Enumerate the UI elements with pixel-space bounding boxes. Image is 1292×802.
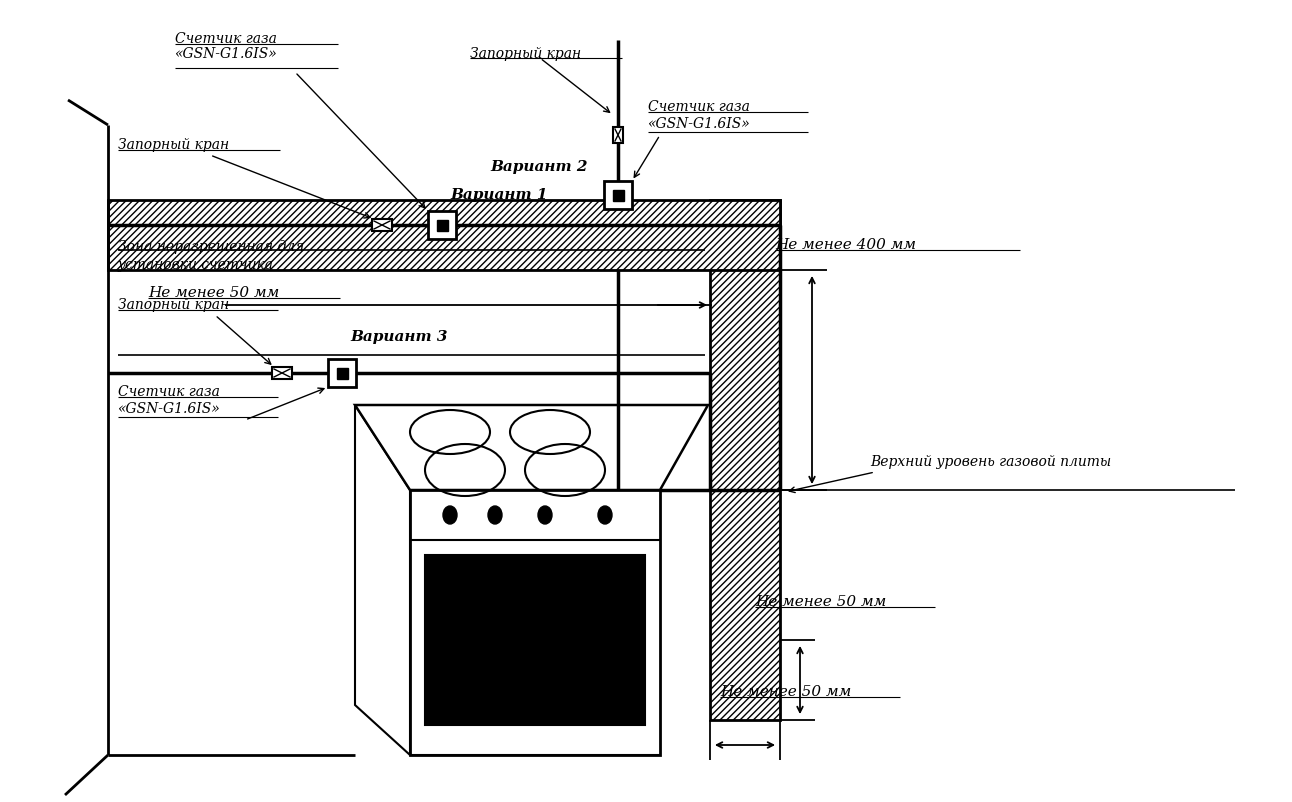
Bar [711, 200, 780, 720]
Bar [437, 220, 448, 231]
Bar [273, 367, 292, 379]
Bar [428, 211, 456, 239]
Text: Вариант 3: Вариант 3 [350, 330, 447, 344]
Polygon shape [355, 405, 410, 755]
Text: Верхний уровень газовой плиты: Верхний уровень газовой плиты [870, 455, 1111, 469]
Text: «GSN-G1.6IS»: «GSN-G1.6IS» [174, 47, 278, 61]
Text: Зона неразрешенная для: Зона неразрешенная для [118, 240, 305, 254]
Ellipse shape [443, 506, 457, 524]
Text: Не менее 50 мм: Не менее 50 мм [149, 286, 279, 300]
Text: Запорный кран: Запорный кран [470, 47, 581, 61]
Bar [612, 127, 623, 143]
Text: Не менее 50 мм: Не менее 50 мм [720, 685, 851, 699]
Ellipse shape [537, 506, 552, 524]
Text: Счетчик газа: Счетчик газа [174, 32, 276, 46]
Text: установки счетчика: установки счетчика [118, 258, 274, 272]
Ellipse shape [598, 506, 612, 524]
Text: Не менее 50 мм: Не менее 50 мм [755, 595, 886, 609]
Bar [425, 555, 645, 725]
Text: Вариант 1: Вариант 1 [450, 188, 548, 202]
Text: Вариант 2: Вариант 2 [490, 160, 588, 174]
Bar [372, 219, 391, 231]
Text: Запорный кран: Запорный кран [118, 298, 229, 312]
Polygon shape [355, 405, 708, 490]
Bar [410, 490, 660, 755]
Bar [603, 181, 632, 209]
Text: Запорный кран: Запорный кран [118, 138, 229, 152]
Bar [109, 200, 780, 270]
Text: «GSN-G1.6IS»: «GSN-G1.6IS» [649, 117, 751, 131]
Text: Счетчик газа: Счетчик газа [118, 385, 220, 399]
Bar [328, 359, 357, 387]
Bar [612, 190, 624, 201]
Text: Не менее 400 мм: Не менее 400 мм [775, 238, 916, 252]
Text: Счетчик газа: Счетчик газа [649, 100, 749, 114]
Text: «GSN-G1.6IS»: «GSN-G1.6IS» [118, 402, 221, 416]
Bar [337, 368, 348, 379]
Ellipse shape [488, 506, 503, 524]
